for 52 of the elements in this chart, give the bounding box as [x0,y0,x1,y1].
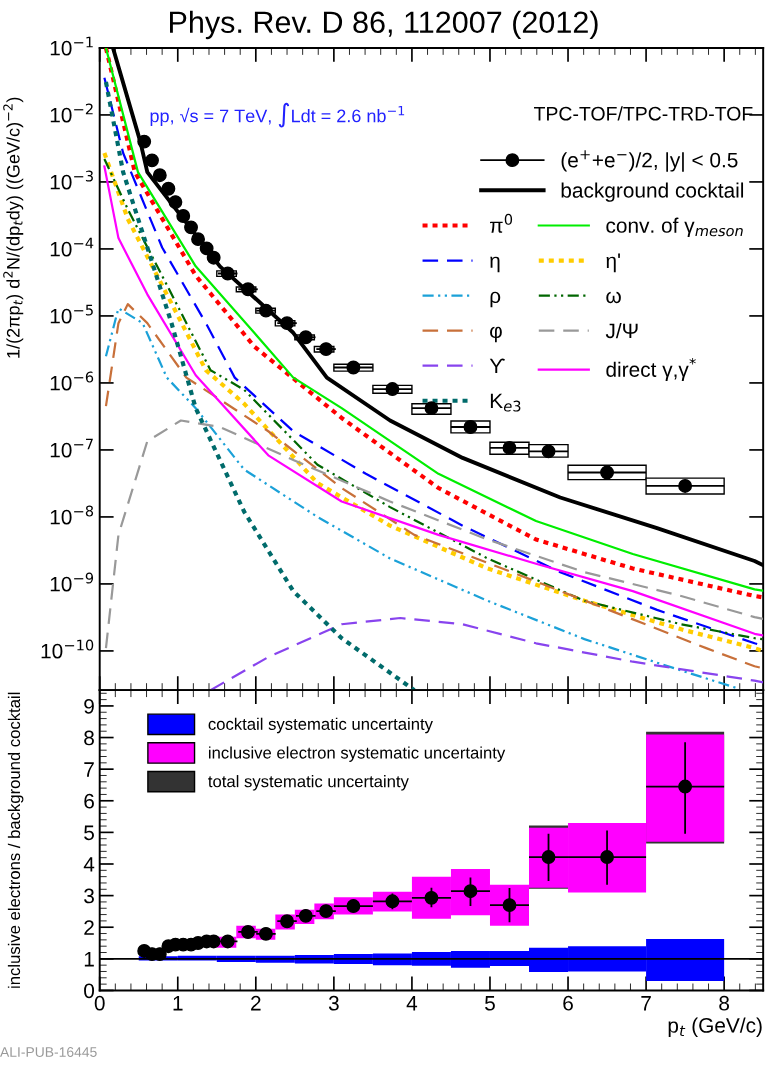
y-tick-label: 10$^{−3}$ [50,170,93,190]
x-tick-label: 0 [94,995,105,1011]
y-tick-label: 10$^{−6}$ [50,371,94,391]
y-tick-label: 10$^{−4}$ [50,237,94,257]
legend-label: ρ [490,291,501,308]
annotation: TPC-TOF/TPC-TRD-TOF [534,106,753,121]
y-axis-title: inclusive electrons / background cocktail [7,692,24,988]
legend-label: total systematic uncertainty [208,775,409,791]
legend-label: (e$^{+}$+e$^{−}$)/2, |y| < 0.5 [561,150,738,172]
x-tick-label: 6 [563,995,573,1011]
chart-title: Phys. Rev. D 86, 112007 (2012) [170,10,598,40]
x-tick-label: 4 [406,996,418,1011]
x-tick-label: 7 [641,996,651,1011]
legend-label: K$_{e3}$ [490,393,521,412]
text: 1/(2πp$_{t}$) d$^{2}$N/(dp$_{t}$dy) ((GeV/c)$^{−2}$) [3,97,24,358]
annotation: pp, √s = 7 TeV, ∫Ldt = 2.6 nb$^{−1}$ [150,102,405,128]
x-tick-label: 8 [719,995,730,1011]
legend-label: η [490,256,500,273]
y-tick-label: 8 [84,730,94,746]
y-tick-label: 10$^{−5}$ [50,304,93,324]
text: ALI-PUB-16445 [0,1047,97,1057]
legend-label: η' [606,253,620,273]
y-tick-label: 9 [84,698,94,714]
y-tick-label: 10$^{−7}$ [50,438,93,458]
x-tick-label: 2 [251,995,261,1011]
y-tick-label: 10$^{−8}$ [50,505,94,525]
y-tick-label: 2 [84,920,94,935]
y-tick-label: 0 [84,983,95,999]
y-tick-label: 5 [84,825,94,841]
y-tick-label: 4 [83,857,95,872]
y-tick-label: 10$^{−10}$ [41,639,94,659]
y-tick-label: 6 [84,793,94,809]
legend-label: direct γ,γ$^{*}$ [606,357,696,382]
legend-label: ω [606,291,621,304]
y-tick-label: 10$^{−9}$ [50,572,94,592]
x-tick-label: 1 [173,996,183,1011]
y-tick-label: 1 [84,952,94,967]
y-tick-label: 3 [84,888,94,904]
legend-label: cocktail systematic uncertainty [208,717,433,734]
legend-label: φ [490,326,502,343]
legend-label: J/Ψ [605,322,638,339]
y-tick-label: 10$^{−1}$ [50,36,93,56]
y-tick-label: 7 [84,762,94,777]
legend-label: conv. of γ$_{meson}$ [606,217,743,237]
legend-label: ϒ [489,358,505,373]
x-tick-label: 3 [328,995,339,1011]
legend-label: inclusive electron systematic uncertainty [209,746,506,762]
x-tick-label: 5 [485,996,495,1011]
legend-label: background cocktail [561,182,744,202]
legend-label: π$^{0}$ [490,213,513,233]
x-axis-title: p$_{t}$ (GeV/c) [668,1017,762,1037]
y-tick-label: 10$^{−2}$ [50,103,93,123]
